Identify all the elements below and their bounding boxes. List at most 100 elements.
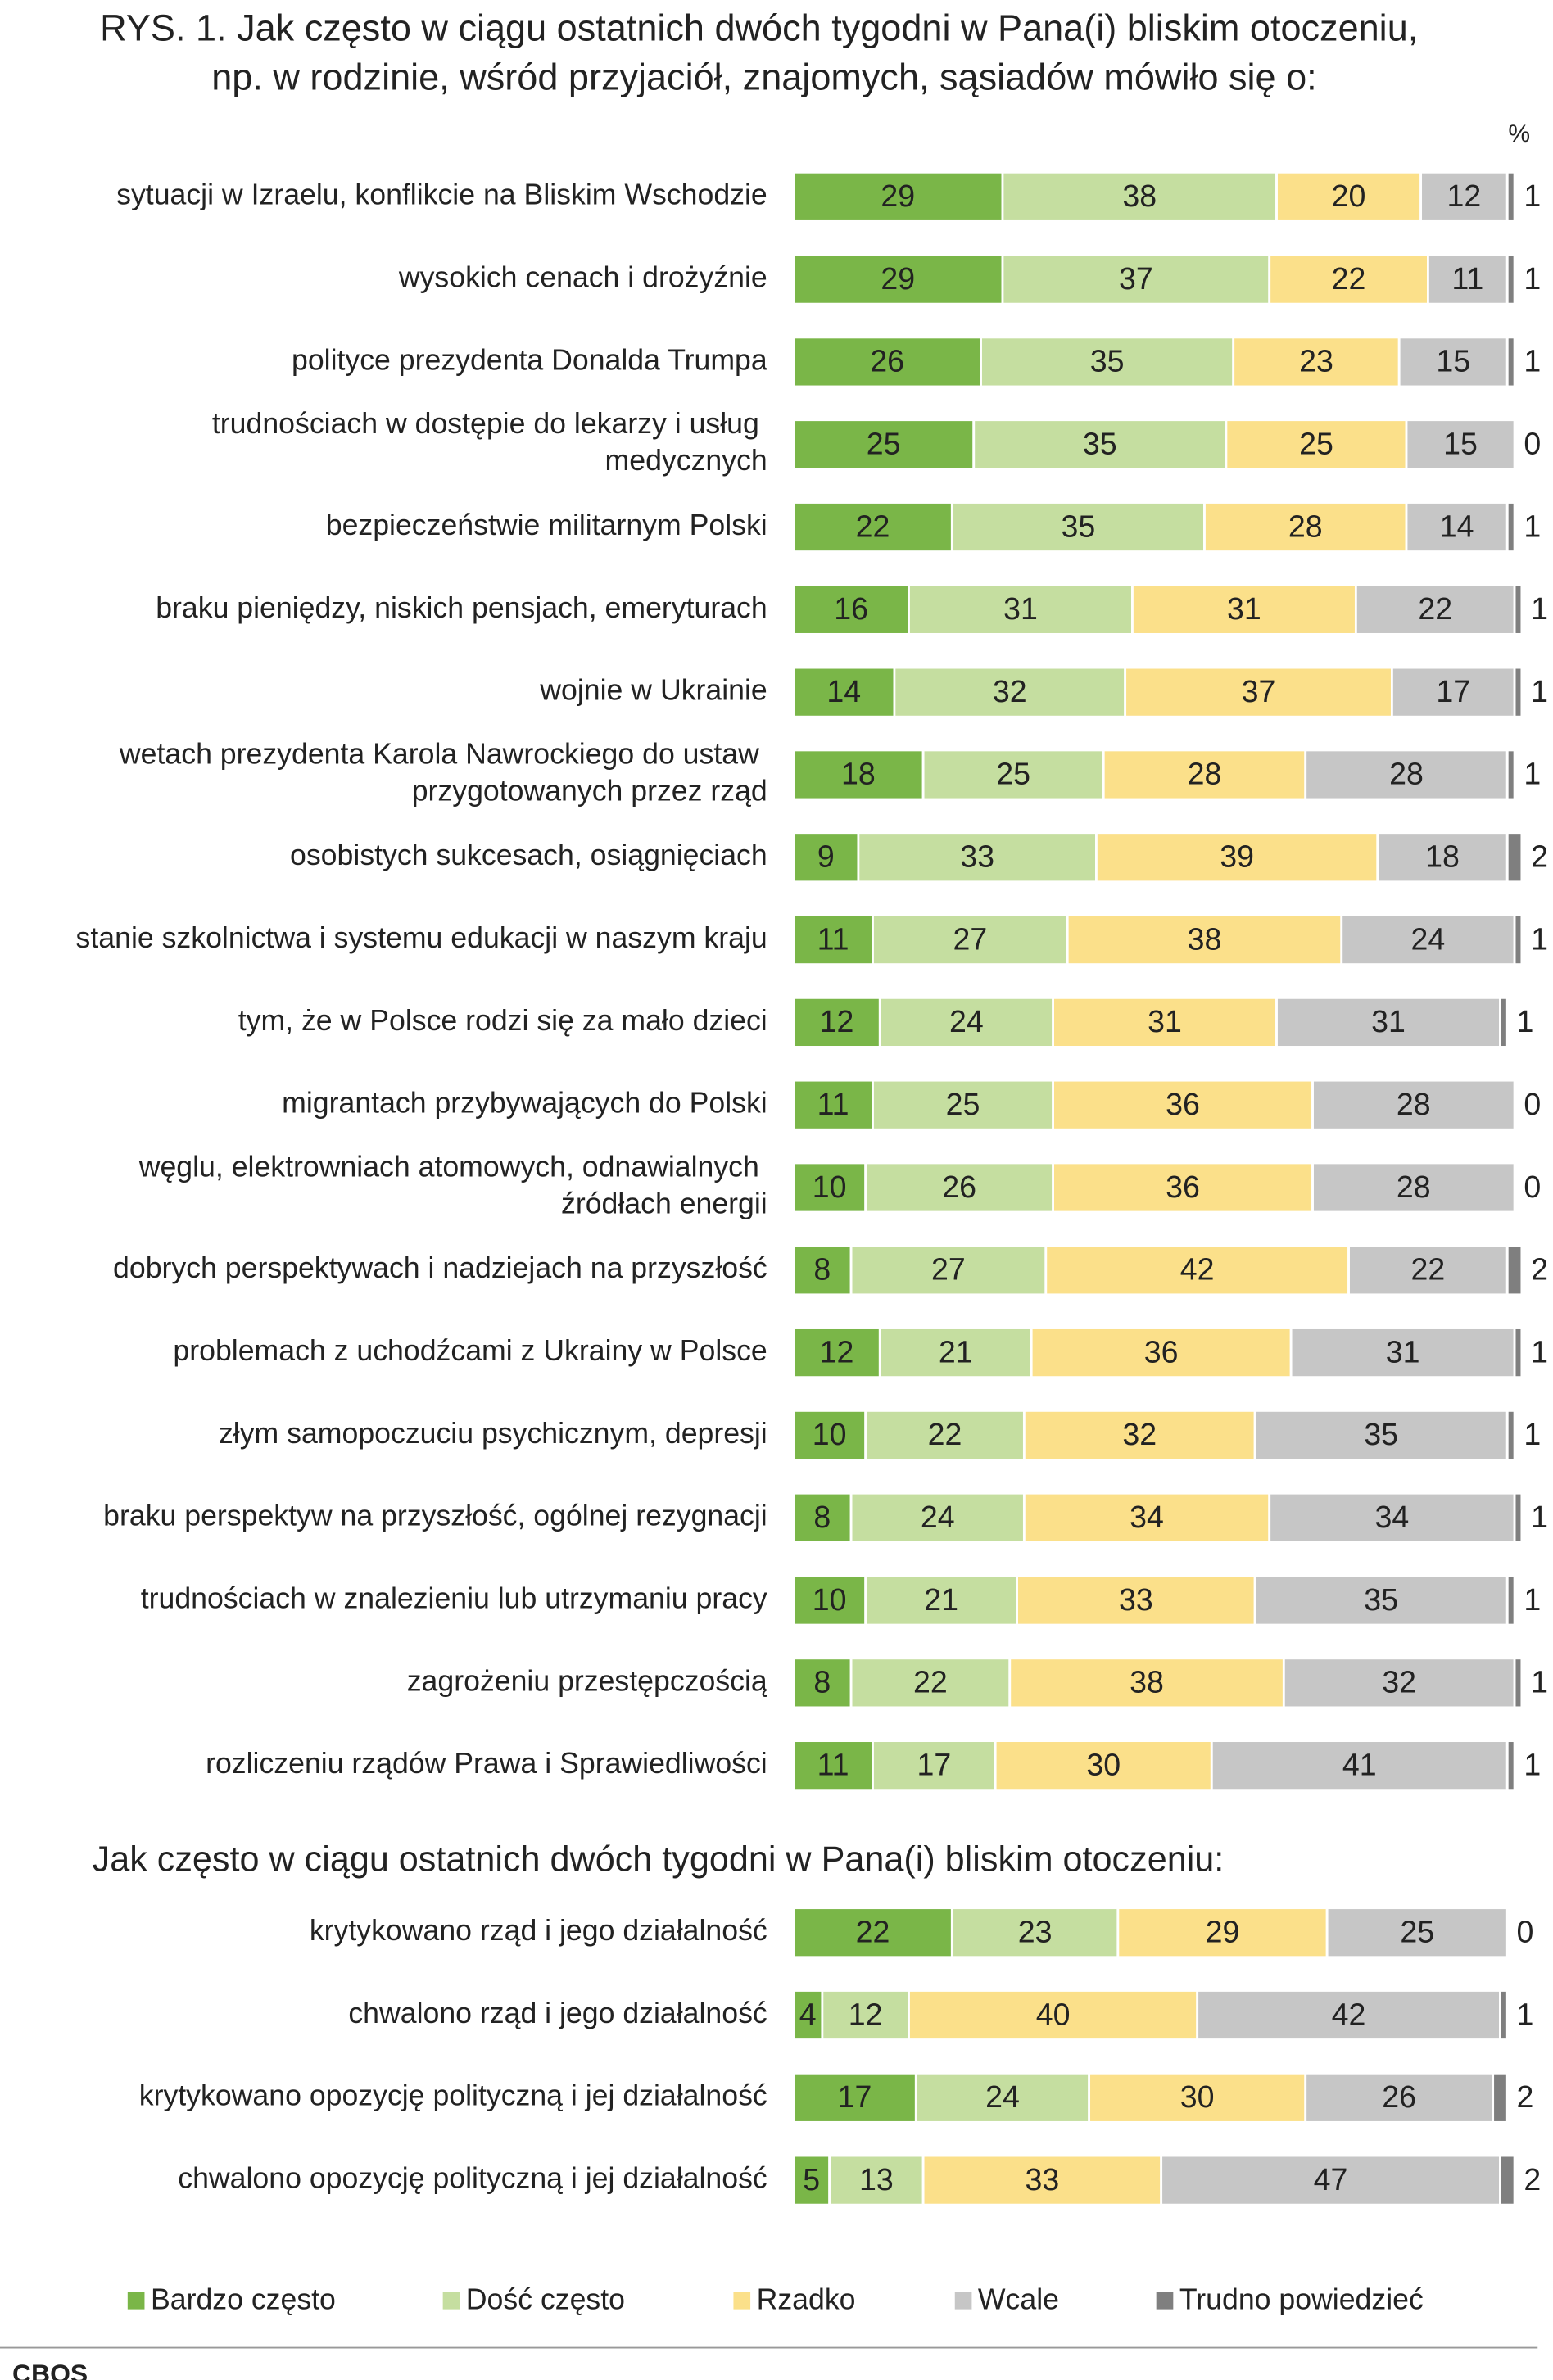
legend-swatch <box>1156 2292 1174 2310</box>
value-label: 34 <box>1130 1500 1164 1534</box>
value-label: 1 <box>1524 1747 1541 1781</box>
value-label: 30 <box>1086 1747 1121 1781</box>
value-label: 36 <box>1166 1170 1200 1204</box>
bar-segment <box>878 1327 1033 1379</box>
bar-segment <box>1499 2154 1516 2206</box>
value-label: 1 <box>1531 591 1548 626</box>
bar-segment <box>1210 1740 1509 1792</box>
value-label: 22 <box>913 1665 948 1699</box>
unit-label: % <box>1508 120 1530 147</box>
bar-segment <box>1505 336 1516 388</box>
value-label: 22 <box>856 509 890 543</box>
bar-segment <box>1513 1327 1524 1379</box>
value-label: 10 <box>813 1170 847 1204</box>
value-label: 24 <box>1411 921 1446 956</box>
bar-segment <box>849 1657 1012 1709</box>
value-label: 14 <box>826 674 861 708</box>
value-label: 1 <box>1524 1417 1541 1451</box>
category-label: problemach z uchodźcami z Ukrainy w Pols… <box>173 1334 767 1367</box>
bar-segment <box>1505 749 1516 801</box>
category-label: migrantach przybywających do Polski <box>282 1087 767 1120</box>
value-label: 17 <box>838 2079 872 2114</box>
bar-segment <box>1325 1907 1509 1959</box>
value-label: 4 <box>799 1997 817 2031</box>
value-label: 27 <box>931 1252 966 1287</box>
bar-segment <box>1492 2071 1509 2124</box>
value-label: 38 <box>1130 1665 1164 1699</box>
category-label: polityce prezydenta Donalda Trumpa <box>292 343 767 376</box>
value-label: 35 <box>1090 344 1125 378</box>
value-label: 1 <box>1524 179 1541 213</box>
value-label: 36 <box>1144 1334 1179 1369</box>
bar-segment <box>849 1491 1026 1544</box>
value-label: 1 <box>1531 1500 1548 1534</box>
bar-segment <box>908 1989 1199 2041</box>
value-label: 28 <box>1389 757 1424 791</box>
bar-segment <box>1052 1161 1314 1214</box>
bar-segment <box>1405 501 1509 553</box>
value-label: 11 <box>817 921 849 956</box>
bar-segment <box>980 336 1235 388</box>
value-label: 37 <box>1242 674 1276 708</box>
value-label: 31 <box>1148 1004 1182 1038</box>
bar-segment <box>1016 1574 1256 1627</box>
bar-segment <box>1505 501 1516 553</box>
value-label: 42 <box>1332 1997 1366 2031</box>
bar-segment <box>1052 1079 1314 1131</box>
value-label: 2 <box>1517 2079 1534 2114</box>
source: CBOS <box>12 2359 88 2380</box>
value-label: 30 <box>1180 2079 1215 2114</box>
bar-segment <box>864 1409 1026 1461</box>
category-label: tym, że w Polsce rodzi się za mało dziec… <box>238 1004 767 1037</box>
bar-segment <box>872 1740 997 1792</box>
value-label: 29 <box>1206 1915 1240 1949</box>
bar-segment <box>792 1327 881 1379</box>
value-label: 22 <box>1418 591 1452 626</box>
bar-segment <box>1160 2154 1501 2206</box>
bar-segment <box>1203 501 1408 553</box>
value-label: 28 <box>1188 757 1222 791</box>
value-label: 24 <box>985 2079 1020 2114</box>
category-label: sytuacji w Izraelu, konflikcie na Bliski… <box>116 179 767 211</box>
bar-segment <box>1499 996 1509 1048</box>
value-label: 11 <box>1451 261 1483 296</box>
category-label: rozliczeniu rządów Prawa i Sprawiedliwoś… <box>206 1747 767 1780</box>
category-label: złym samopoczuciu psychicznym, depresji <box>219 1417 767 1450</box>
value-label: 27 <box>953 921 987 956</box>
value-label: 33 <box>1026 2162 1060 2197</box>
value-label: 25 <box>1400 1915 1434 1949</box>
value-label: 22 <box>1332 261 1366 296</box>
bar-segment <box>950 1907 1120 1959</box>
value-label: 32 <box>1382 1665 1416 1699</box>
bar-segment <box>1116 1907 1329 1959</box>
bar-segment <box>1505 1574 1516 1627</box>
value-label: 13 <box>859 2162 894 2197</box>
category-label: braku perspektyw na przyszłość, ogólnej … <box>103 1500 767 1532</box>
value-label: 35 <box>1364 1417 1398 1451</box>
category-label: krytykowano opozycję polityczną i jej dz… <box>139 2079 767 2112</box>
bar-segment <box>792 1244 853 1296</box>
bar-segment <box>1030 1327 1293 1379</box>
category-label: wojnie w Ukrainie <box>539 674 767 707</box>
bar-segment <box>828 2154 925 2206</box>
value-label: 39 <box>1220 839 1254 874</box>
bar-segment <box>1499 1989 1509 2041</box>
legend-swatch <box>442 2292 460 2310</box>
value-label: 34 <box>1375 1500 1410 1534</box>
value-label: 15 <box>1443 427 1478 461</box>
bar-segment <box>1022 1409 1256 1461</box>
value-label: 2 <box>1524 2162 1541 2197</box>
bar-segment <box>792 1657 853 1709</box>
bar-segment <box>1196 1989 1501 2041</box>
value-label: 42 <box>1180 1252 1215 1287</box>
value-label: 12 <box>849 1997 883 2031</box>
value-label: 35 <box>1083 427 1117 461</box>
value-label: 35 <box>1364 1582 1398 1617</box>
bar-segment <box>792 749 925 801</box>
value-label: 10 <box>813 1582 847 1617</box>
value-label: 18 <box>1425 839 1460 874</box>
bar-segment <box>1124 666 1393 718</box>
value-label: 31 <box>1386 1334 1420 1369</box>
bar-segment <box>1001 170 1278 223</box>
